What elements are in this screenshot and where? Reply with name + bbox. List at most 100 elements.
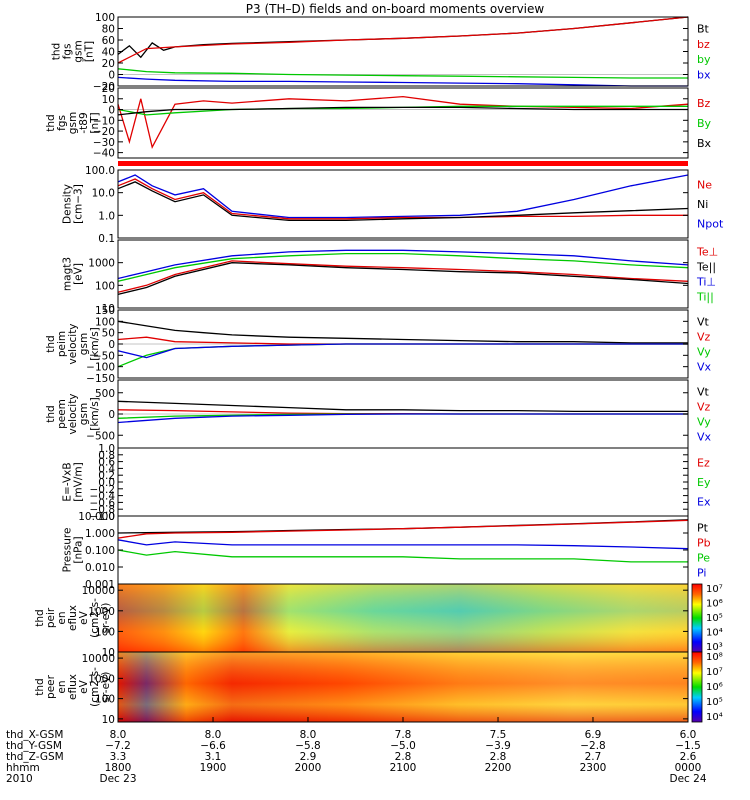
y-tick-label: −1.0 (90, 511, 116, 523)
time-axis-value: 0000 (675, 762, 702, 774)
colorbar-label: 10⁶ (706, 682, 723, 693)
series-line (117, 519, 689, 534)
y-tick-label: 1000 (88, 258, 115, 270)
y-axis-label: thd fgs gsm [nT] (51, 40, 96, 62)
y-axis-label: Density [cm−3] (62, 184, 85, 224)
y-tick-label: −0.2 (90, 484, 116, 496)
series-line (117, 262, 689, 296)
y-tick-label: 20 (102, 83, 115, 95)
legend-entry: Vz (697, 400, 711, 413)
legend-entry: Vz (697, 330, 711, 343)
time-axis-value: 3.1 (205, 751, 222, 763)
y-label-line: thd (45, 335, 57, 352)
y-label-line: [mV/m] (73, 462, 85, 501)
legend-entry: Te|| (696, 260, 716, 273)
legend-entry: Vx (697, 431, 712, 444)
y-label-line: (cm2-s- (89, 667, 101, 707)
time-axis-value: −5.8 (295, 740, 321, 752)
time-axis-row-label: 2010 (6, 773, 33, 785)
y-label-line: thd (34, 678, 46, 695)
y-tick-label: −0.6 (90, 497, 116, 509)
y-tick-label: 0.4 (98, 463, 115, 475)
colorbar-label: 10⁷ (706, 667, 723, 678)
legend-entry: Bx (697, 137, 712, 150)
time-axis-row-label: hhmm (6, 762, 40, 774)
time-axis-value: Dec 24 (669, 773, 706, 785)
time-axis-value: 2.6 (680, 751, 697, 763)
colorbar-label: 10⁷ (706, 584, 723, 595)
legend-entry: Pi (697, 567, 706, 580)
series-line (117, 400, 688, 413)
y-label-line: eV (78, 610, 90, 624)
y-label-line: [km/s] (89, 327, 101, 361)
legend-entry: Vy (697, 346, 711, 359)
legend-entry: Ex (697, 495, 711, 508)
y-label-line: eflux (67, 605, 79, 631)
time-axis-value: 6.9 (585, 729, 602, 741)
y-label-line: peer (45, 674, 57, 699)
time-axis-value: −2.8 (580, 740, 606, 752)
series-line (117, 178, 688, 220)
y-tick-label: −50 (93, 350, 115, 362)
y-label-line: thd (45, 405, 57, 422)
series-line (117, 413, 688, 424)
series-line (117, 549, 688, 563)
legend-entry: Bz (697, 97, 711, 110)
y-axis-label: thd peir en eflux eV (cm2-s-sr-eV) (34, 598, 112, 638)
y-label-line: thd (51, 43, 63, 60)
y-label-line: Pressure (62, 528, 74, 573)
panel-7: −1.0−0.8−0.6−0.4−0.20.00.20.40.60.81.0 E=… (62, 443, 711, 523)
y-tick-label: −10 (93, 115, 115, 127)
y-label-line: [eV] (73, 263, 85, 285)
series-line (117, 320, 688, 344)
y-tick-label: 100 (95, 694, 115, 706)
y-label-line: Density (62, 184, 74, 224)
time-axis-value: 2.7 (585, 751, 602, 763)
time-axis-value: 7.5 (490, 729, 507, 741)
legend-entry: Vt (697, 385, 710, 398)
series-line (117, 249, 689, 280)
y-label-line: [nT] (84, 41, 96, 62)
y-tick-label: 100.0 (85, 165, 115, 177)
y-tick-label: 500 (95, 388, 115, 400)
y-tick-label: 0 (108, 70, 115, 82)
colorbar (691, 651, 703, 723)
time-axis-row-label: thd_Y-GSM (6, 740, 62, 752)
series-line (117, 336, 688, 345)
y-tick-label: 0.6 (98, 457, 115, 469)
y-label-line: peem (56, 399, 68, 429)
y-tick-label: 80 (102, 24, 115, 36)
spectrogram-overlay (118, 584, 688, 652)
y-tick-label: 10000 (82, 585, 115, 597)
y-label-line: -t89 (78, 112, 90, 133)
y-tick-label: 1.0 (98, 210, 115, 222)
legend-entry: Ey (697, 476, 711, 489)
y-tick-label: 40 (102, 47, 115, 59)
time-axis-value: 1900 (200, 762, 227, 774)
panel-frame (117, 447, 689, 517)
colorbar-label: 10⁶ (706, 599, 723, 610)
time-axis-value: 2100 (390, 762, 417, 774)
y-label-line: [km/s] (89, 397, 101, 431)
time-axis-value: 8.0 (205, 729, 222, 741)
legend-entry: by (697, 53, 711, 66)
legend-entry: Pe (697, 552, 710, 565)
series-line (117, 76, 688, 87)
series-line (117, 181, 689, 222)
y-tick-label: 0.8 (98, 450, 115, 462)
y-label-line: [nT] (89, 112, 101, 133)
time-axis-value: 6.0 (680, 729, 697, 741)
legend-entry: Ez (697, 457, 710, 470)
time-axis-value: −1.5 (675, 740, 701, 752)
series-line (117, 519, 689, 539)
colorbar-label: 10⁵ (706, 613, 723, 624)
series-line (117, 16, 689, 59)
y-tick-label: 10000 (82, 653, 115, 665)
time-axis-value: 1800 (105, 762, 132, 774)
y-label-line: eflux (67, 674, 79, 700)
